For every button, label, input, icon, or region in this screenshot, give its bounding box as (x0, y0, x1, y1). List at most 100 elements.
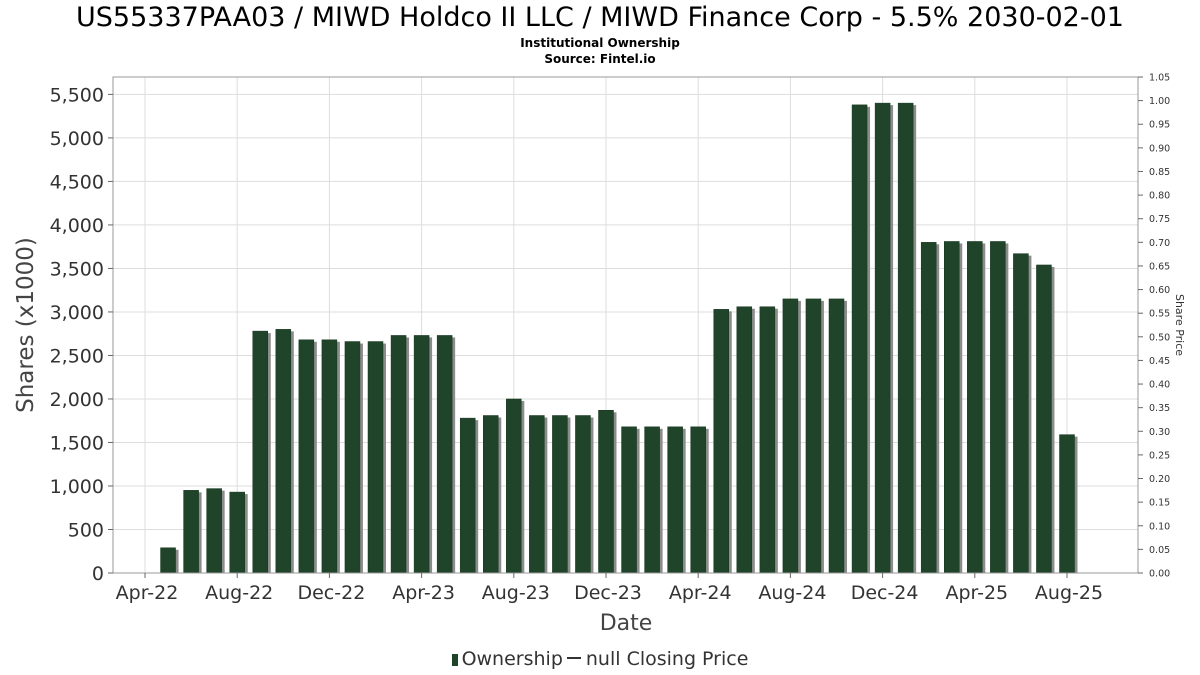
x-tick-label: Aug-23 (482, 582, 550, 604)
bars (160, 102, 1078, 574)
ownership-bar (805, 298, 822, 574)
y2-tick-label: 0.35 (1149, 403, 1170, 414)
y2-tick-label: 0.45 (1149, 356, 1170, 367)
y-tick-label: 0 (92, 563, 104, 585)
ownership-bar (529, 415, 545, 574)
y-tick-label: 1,500 (50, 432, 104, 454)
y2-tick-label: 0.90 (1149, 143, 1170, 154)
chart-subtitle: Institutional Ownership (520, 36, 680, 50)
ownership-bar (321, 339, 338, 574)
y-tick-label: 5,500 (50, 84, 104, 106)
y2-tick-label: 0.10 (1149, 521, 1170, 532)
chart-source: Source: Fintel.io (544, 52, 656, 66)
x-axis-label: Date (600, 611, 653, 636)
ownership-bar (967, 241, 983, 574)
x-tick-label: Apr-25 (945, 582, 1008, 604)
x-tick-label: Dec-22 (297, 582, 365, 604)
y2-tick-label: 0.85 (1149, 167, 1170, 178)
ownership-bar (990, 241, 1006, 574)
y2-tick-label: 0.30 (1149, 427, 1170, 438)
x-tick-label: Apr-23 (392, 582, 455, 604)
legend: Ownership null Closing Price (0, 648, 1200, 670)
x-axis-ticks: Apr-22 Aug-22 Dec-22 Apr-23 Aug-23 Dec-23 Apr-… (116, 573, 1103, 604)
ownership-bar (413, 335, 430, 574)
y2-tick-label: 1.05 (1149, 73, 1170, 84)
y2-tick-label: 0.95 (1149, 120, 1170, 131)
y-axis-ticks: 0 500 1,000 1,500 2,000 2,500 3,000 3,500 4,000 4… (50, 84, 113, 585)
y2-tick-label: 0.75 (1149, 214, 1170, 225)
ownership-bar (598, 410, 614, 574)
ownership-bar (552, 415, 568, 574)
y-tick-label: 3,500 (50, 258, 104, 280)
price-legend-swatch (566, 657, 581, 659)
y2-tick-label: 0.70 (1149, 238, 1170, 249)
y2-tick-label: 1.00 (1149, 96, 1170, 107)
y-tick-label: 4,000 (50, 215, 104, 237)
y-tick-label: 2,000 (50, 389, 104, 411)
y2-tick-label: 0.00 (1149, 569, 1170, 580)
ownership-bar (644, 426, 660, 574)
x-tick-label: Aug-22 (205, 582, 273, 604)
ownership-bar (183, 490, 199, 574)
ownership-bar (390, 335, 407, 574)
y2-tick-label: 0.40 (1149, 380, 1170, 391)
y-tick-label: 4,500 (50, 171, 104, 193)
plot-frame (112, 76, 1139, 574)
ownership-bar (713, 309, 729, 574)
y-axis-label: Shares (x1000) (13, 237, 39, 413)
ownership-bar (483, 415, 499, 574)
x-tick-label: Dec-23 (574, 582, 642, 604)
legend-ownership-label: Ownership (461, 648, 563, 670)
y2-tick-label: 0.20 (1149, 474, 1170, 485)
ownership-bar (206, 488, 222, 574)
ownership-bar (160, 547, 176, 574)
x-tick-label: Apr-24 (669, 582, 732, 604)
y2-tick-label: 0.25 (1149, 450, 1170, 461)
y-tick-label: 1,000 (50, 476, 104, 498)
y-tick-label: 2,500 (50, 345, 104, 367)
y2-tick-label: 0.05 (1149, 545, 1170, 556)
ownership-bar (275, 329, 292, 574)
ownership-bar (252, 330, 268, 574)
y2-tick-label: 0.55 (1149, 309, 1170, 320)
x-tick-label: Aug-24 (758, 582, 826, 604)
ownership-bar (367, 341, 384, 574)
ownership-bar (1013, 253, 1029, 574)
chart-title: US55337PAA03 / MIWD Holdco II LLC / MIWD… (76, 2, 1124, 33)
ownership-bar (667, 426, 683, 574)
ownership-bar (621, 426, 637, 574)
x-tick-label: Apr-22 (116, 582, 179, 604)
ownership-bar (1036, 264, 1052, 574)
y-tick-label: 500 (68, 519, 104, 541)
y2-tick-label: 0.50 (1149, 332, 1170, 343)
ownership-bar (759, 306, 776, 574)
ownership-bar (506, 398, 522, 574)
ownership-bar (298, 339, 315, 574)
y2-tick-label: 0.80 (1149, 191, 1170, 202)
y-tick-label: 5,000 (50, 128, 104, 150)
ownership-bar (944, 241, 960, 574)
y2-tick-label: 0.65 (1149, 261, 1170, 272)
x-tick-label: Aug-25 (1035, 582, 1103, 604)
y2-axis-ticks: 0.00 0.05 0.10 0.15 0.20 0.25 0.30 0.35 0.40 0.45… (1138, 73, 1170, 580)
ownership-bar (920, 242, 937, 574)
y-tick-label: 3,000 (50, 302, 104, 324)
ownership-bar (897, 102, 914, 574)
ownership-bar (851, 104, 868, 574)
ownership-bar (344, 341, 361, 574)
ownership-bar (690, 426, 706, 574)
ownership-bar (828, 298, 845, 574)
ownership-bar (782, 298, 799, 574)
ownership-bar (436, 335, 453, 574)
y2-tick-label: 0.60 (1149, 285, 1170, 296)
ownership-bar (736, 306, 753, 574)
y2-tick-label: 0.15 (1149, 498, 1170, 509)
ownership-bar (1059, 434, 1075, 574)
ownership-legend-swatch (451, 654, 458, 666)
legend-price-label: null Closing Price (585, 648, 749, 670)
y2-axis-label: Share Price (1173, 294, 1186, 356)
ownership-bar (874, 102, 891, 574)
ownership-bar (459, 417, 476, 574)
ownership-bar (229, 491, 245, 574)
